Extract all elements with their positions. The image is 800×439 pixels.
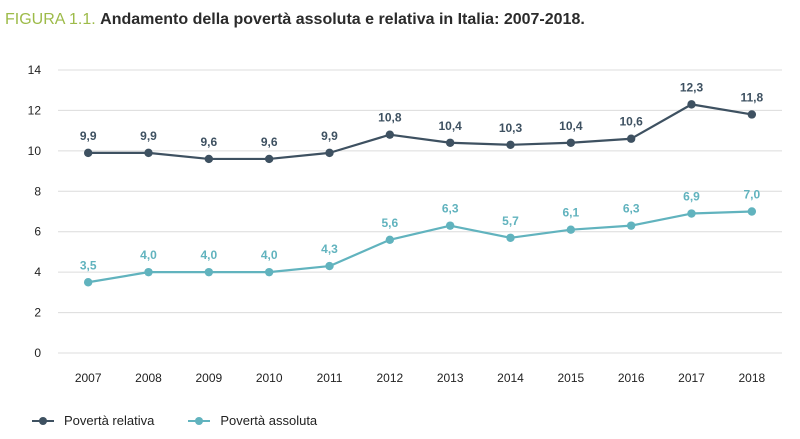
y-tick-label: 4 [34,265,41,279]
data-label: 4,3 [321,242,338,256]
data-point [687,100,696,109]
legend: Povertà relativa Povertà assoluta [32,413,317,428]
x-tick-label: 2018 [738,371,765,385]
data-label: 4,0 [140,248,157,262]
data-label: 9,9 [321,129,338,143]
data-label: 4,0 [261,248,278,262]
legend-item-assoluta: Povertà assoluta [188,413,317,428]
y-tick-label: 0 [34,346,41,360]
data-label: 10,3 [499,121,523,135]
x-tick-label: 2008 [135,371,162,385]
y-tick-label: 14 [28,63,42,77]
data-point [144,267,153,277]
data-point [626,221,636,230]
data-point [385,235,395,244]
data-point [83,148,93,158]
legend-swatch-relativa [32,416,54,425]
y-tick-label: 10 [28,144,42,158]
x-tick-label: 2011 [317,371,343,385]
data-point [566,138,576,147]
legend-swatch-assoluta [188,416,211,425]
data-point [204,267,214,277]
data-point [325,148,334,158]
data-point [325,261,334,271]
x-tick-label: 2017 [678,371,705,385]
data-point [144,148,153,158]
data-label: 9,9 [140,129,157,143]
data-label: 5,7 [502,214,519,228]
line-chart: 0 2 4 6 8 10 12 14 2007 2008 2009 2010 2011 2012 2013 2… [28,63,782,385]
series-line-assoluta [87,210,752,284]
data-label: 10,6 [619,115,643,129]
data-label: 10,8 [378,111,402,125]
legend-dot-assoluta [195,416,204,425]
data-point [566,225,576,234]
x-tick-label: 2016 [618,371,645,385]
x-tick-label: 2013 [437,371,464,385]
data-label: 9,9 [80,129,97,143]
legend-dot-relativa [39,416,47,425]
data-label: 6,3 [623,202,640,216]
legend-label-relativa: Povertà relativa [64,413,155,428]
data-point [506,140,515,149]
x-tick-label: 2014 [497,371,524,385]
data-point [445,138,455,147]
legend-item-relativa: Povertà relativa [32,413,154,428]
data-label: 6,3 [442,202,459,216]
data-label: 3,5 [80,258,97,272]
data-label: 12,3 [680,80,704,94]
x-tick-label: 2007 [75,371,102,385]
data-label: 7,0 [743,188,760,202]
y-tick-label: 8 [34,184,41,198]
data-label: 6,9 [683,190,700,204]
data-label: 6,1 [562,206,579,220]
data-point [264,154,274,164]
y-tick-label: 2 [34,306,41,320]
data-label: 10,4 [559,119,583,133]
data-point [445,221,455,230]
x-tick-label: 2012 [376,371,403,385]
data-point [687,209,696,218]
figure-title: Andamento della povertà assoluta e relat… [100,11,585,28]
series-line-relativa [88,103,753,161]
chart-title: FIGURA 1.1. Andamento della povertà asso… [5,11,585,29]
data-point [506,233,515,242]
legend-label-assoluta: Povertà assoluta [220,413,318,428]
data-point [385,130,395,139]
data-label: 5,6 [381,216,398,230]
x-tick-label: 2009 [195,371,222,385]
y-tick-label: 6 [34,225,41,239]
data-point [83,278,93,287]
data-point [264,267,274,277]
data-point [747,207,757,216]
figure-number: FIGURA 1.1. [5,11,96,28]
x-tick-label: 2010 [256,371,283,385]
data-label: 11,8 [740,90,763,104]
x-tick-label: 2015 [557,371,584,385]
data-label: 9,6 [200,135,217,149]
data-point [747,110,757,119]
data-label: 9,6 [261,135,278,149]
data-label: 4,0 [200,248,217,262]
data-point [626,134,636,143]
y-tick-label: 12 [28,103,42,117]
data-label: 10,4 [438,119,462,133]
data-point [204,154,214,164]
